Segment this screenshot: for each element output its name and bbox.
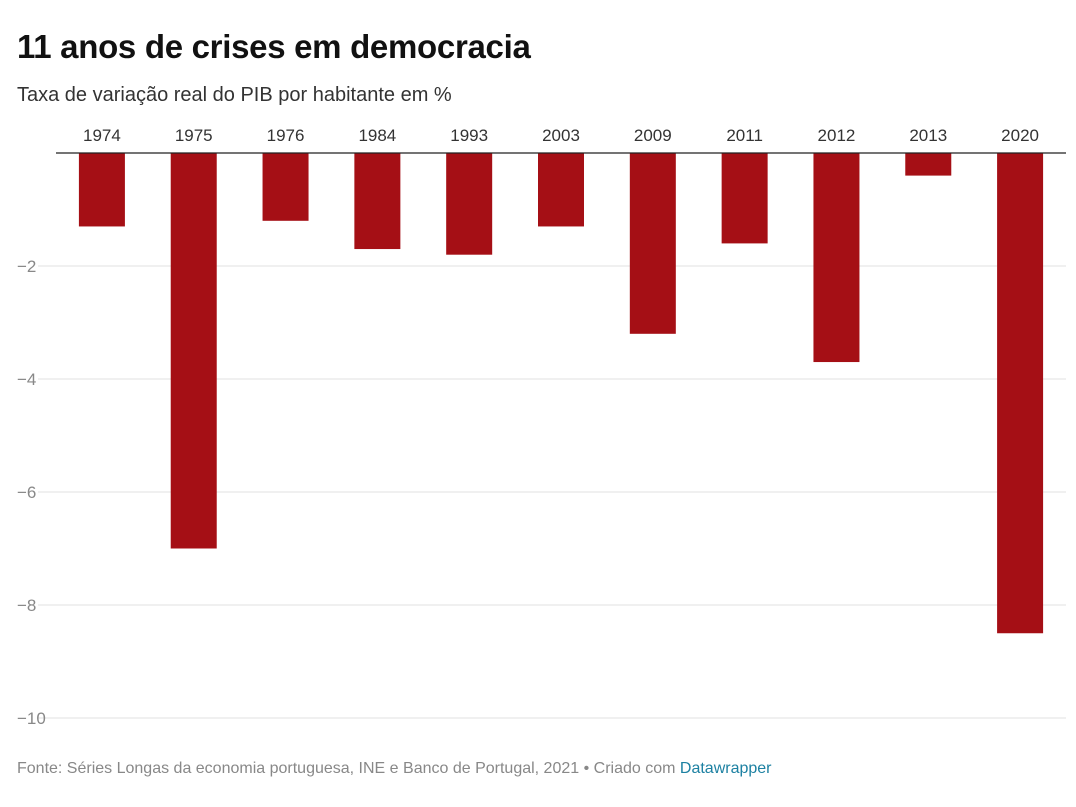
bar-2013[interactable] xyxy=(905,153,952,176)
y-tick-label: −2 xyxy=(17,257,36,276)
bar-2020[interactable] xyxy=(997,153,1044,634)
chart-footer: Fonte: Séries Longas da economia portugu… xyxy=(17,760,772,778)
bar-1984[interactable] xyxy=(354,153,401,250)
category-label-2011: 2011 xyxy=(726,126,763,145)
bar-1993[interactable] xyxy=(446,153,493,255)
y-tick-label: −10 xyxy=(17,709,46,728)
source-note: Fonte: Séries Longas da economia portugu… xyxy=(17,760,680,777)
y-tick-label: −4 xyxy=(17,370,36,389)
chart-title: 11 anos de crises em democracia xyxy=(17,28,531,65)
category-label-1976: 1976 xyxy=(267,126,305,145)
bar-1975[interactable] xyxy=(170,153,217,549)
category-label-2009: 2009 xyxy=(634,126,672,145)
y-tick-label: −8 xyxy=(17,596,36,615)
category-label-2012: 2012 xyxy=(818,126,856,145)
category-label-2013: 2013 xyxy=(909,126,947,145)
bar-2009[interactable] xyxy=(629,153,676,334)
chart-subtitle: Taxa de variação real do PIB por habitan… xyxy=(17,84,452,106)
category-label-2003: 2003 xyxy=(542,126,580,145)
y-tick-label: −6 xyxy=(17,483,36,502)
category-label-1974: 1974 xyxy=(83,126,121,145)
category-label-1984: 1984 xyxy=(358,126,396,145)
bar-2012[interactable] xyxy=(813,153,860,363)
bar-2003[interactable] xyxy=(538,153,584,227)
category-label-2020: 2020 xyxy=(1001,126,1039,145)
bar-1974[interactable] xyxy=(78,153,125,227)
category-label-1993: 1993 xyxy=(450,126,488,145)
bar-2011[interactable] xyxy=(721,153,768,244)
bar-1976[interactable] xyxy=(262,153,309,221)
category-label-1975: 1975 xyxy=(175,126,213,145)
datawrapper-link[interactable]: Datawrapper xyxy=(679,760,772,777)
